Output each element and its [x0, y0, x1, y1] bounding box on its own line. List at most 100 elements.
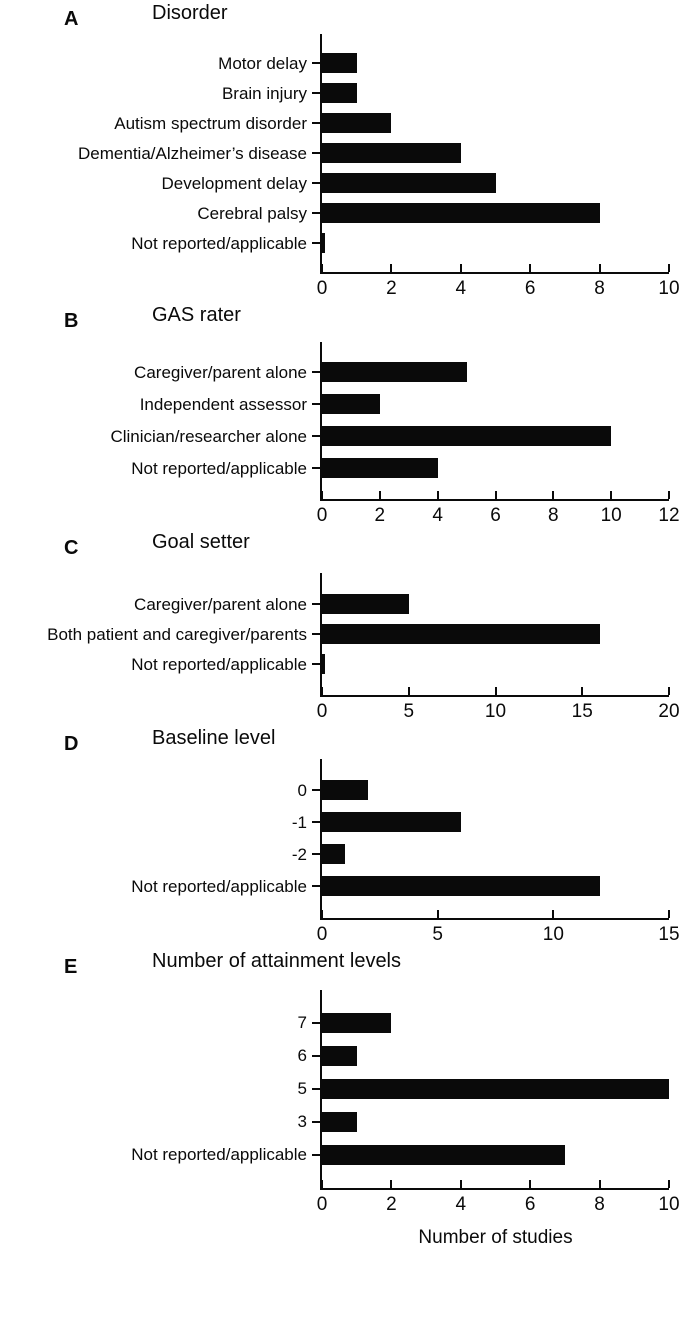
y-axis-tick [312, 663, 320, 665]
y-axis-tick [312, 62, 320, 64]
category-row: Caregiver/parent alone [0, 356, 320, 388]
x-tick-label: 2 [374, 505, 386, 526]
category-row: Brain injury [0, 78, 320, 108]
x-tick-label: 10 [484, 701, 507, 722]
x-axis-tick [529, 1180, 532, 1188]
bar-row [322, 108, 669, 138]
bar-row [322, 1006, 669, 1039]
bar [322, 53, 357, 73]
x-tick-label: 10 [658, 1194, 680, 1215]
chart-title: Number of attainment levels [152, 950, 402, 972]
bar-chart: Caregiver/parent alone Independent assess… [0, 342, 685, 529]
x-axis-tick [494, 687, 497, 695]
y-axis-tick [312, 182, 320, 184]
y-axis-tick [312, 403, 320, 405]
x-tick-label: 6 [490, 505, 501, 526]
category-label: Not reported/applicable [131, 1145, 307, 1164]
category-row: 7 [0, 1006, 320, 1039]
x-tick-label: 5 [432, 924, 443, 945]
y-axis-tick [312, 1054, 320, 1057]
category-label: Dementia/Alzheimer’s disease [78, 143, 307, 163]
category-row: Cerebral palsy [0, 198, 320, 228]
x-axis-tick-labels: 0 5 10 15 [317, 920, 680, 948]
x-axis-tick [598, 264, 601, 272]
bar-row [322, 452, 669, 484]
category-label: Motor delay [218, 53, 307, 73]
bar [322, 594, 409, 614]
x-tick-label: 10 [658, 278, 680, 299]
chart-plot-area: 0 -1 -2 Not reported/applicable [0, 759, 685, 920]
category-label: Not reported/applicable [131, 458, 307, 478]
plot-region [320, 990, 670, 1190]
bar-row [322, 649, 669, 679]
x-tick-label: 2 [386, 1194, 397, 1215]
x-axis-tick [668, 910, 670, 918]
bar [322, 876, 600, 896]
bar-row [322, 198, 669, 228]
x-tick-label: 10 [542, 924, 564, 945]
bar [322, 362, 467, 382]
x-tick-label: 0 [316, 924, 328, 945]
x-axis-tick [407, 687, 410, 695]
x-tick-label: 6 [524, 278, 536, 299]
panel-e-attainment-levels: E Number of attainment levels 7 6 5 3 Not re… [0, 948, 685, 1249]
x-tick-label: 8 [594, 278, 605, 299]
y-axis-tick [312, 603, 320, 605]
y-axis-tick [312, 242, 320, 244]
x-axis-tick [598, 1180, 601, 1188]
y-axis-tick [312, 467, 320, 469]
category-label: 0 [297, 780, 307, 800]
x-tick-label: 0 [316, 278, 328, 299]
panel-c-goal-setter: C Goal setter Caregiver/parent alone Both… [0, 529, 685, 725]
x-axis-tick [552, 910, 555, 918]
category-label: Development delay [161, 173, 307, 193]
bar-row [322, 1039, 669, 1072]
bar [322, 458, 438, 478]
x-axis-tick [378, 491, 381, 499]
x-axis-tick [436, 910, 439, 918]
x-tick-label: 15 [658, 924, 680, 945]
chart-title: GAS rater [152, 304, 241, 326]
category-row: -2 [0, 838, 320, 870]
y-axis-tick [312, 435, 320, 437]
bar-row [322, 228, 669, 258]
category-label: Autism spectrum disorder [114, 113, 307, 133]
x-tick-label: 6 [524, 1194, 536, 1215]
category-row: Not reported/applicable [0, 1138, 320, 1171]
category-label: -2 [291, 844, 307, 864]
x-axis-tick [321, 1180, 323, 1188]
panel-letter: E [64, 956, 78, 978]
panel-letter: D [64, 733, 79, 755]
x-axis-tick [552, 491, 555, 499]
x-tick-label: 20 [658, 701, 680, 722]
plot-region [320, 34, 670, 274]
panel-header: A Disorder [0, 0, 685, 34]
category-label: Not reported/applicable [131, 233, 307, 253]
y-axis-labels: Caregiver/parent alone Both patient and c… [0, 573, 320, 697]
category-label: Not reported/applicable [131, 876, 307, 896]
x-axis-tick [321, 491, 323, 499]
category-row: Development delay [0, 168, 320, 198]
x-tick-label: 4 [455, 1194, 467, 1215]
bar [322, 113, 392, 133]
x-tick-label: 0 [316, 505, 328, 526]
x-tick-label: 4 [432, 505, 443, 526]
y-axis-tick [312, 122, 320, 124]
x-axis-tick [668, 264, 670, 272]
x-axis-tick [390, 1180, 393, 1188]
panel-b-gas-rater: B GAS rater Caregiver/parent alone Indepe… [0, 302, 685, 529]
bar [322, 426, 612, 446]
panel-a-disorder: A Disorder Motor delay Brain injury Autism… [0, 0, 685, 302]
plot-region [320, 573, 670, 697]
category-row: Both patient and caregiver/parents [0, 619, 320, 649]
category-label: Caregiver/parent alone [134, 362, 307, 382]
category-label: 6 [297, 1046, 307, 1065]
y-axis-tick [312, 633, 320, 635]
x-axis-tick [529, 264, 532, 272]
category-label: Clinician/researcher alone [110, 426, 307, 446]
x-axis-tick [321, 687, 323, 695]
x-axis-tick-labels: 0 2 4 6 8 10 [317, 1190, 680, 1218]
y-axis-labels: Motor delay Brain injury Autism spectrum d… [0, 34, 320, 274]
chart-title: Goal setter [152, 531, 250, 553]
bar [322, 394, 380, 414]
